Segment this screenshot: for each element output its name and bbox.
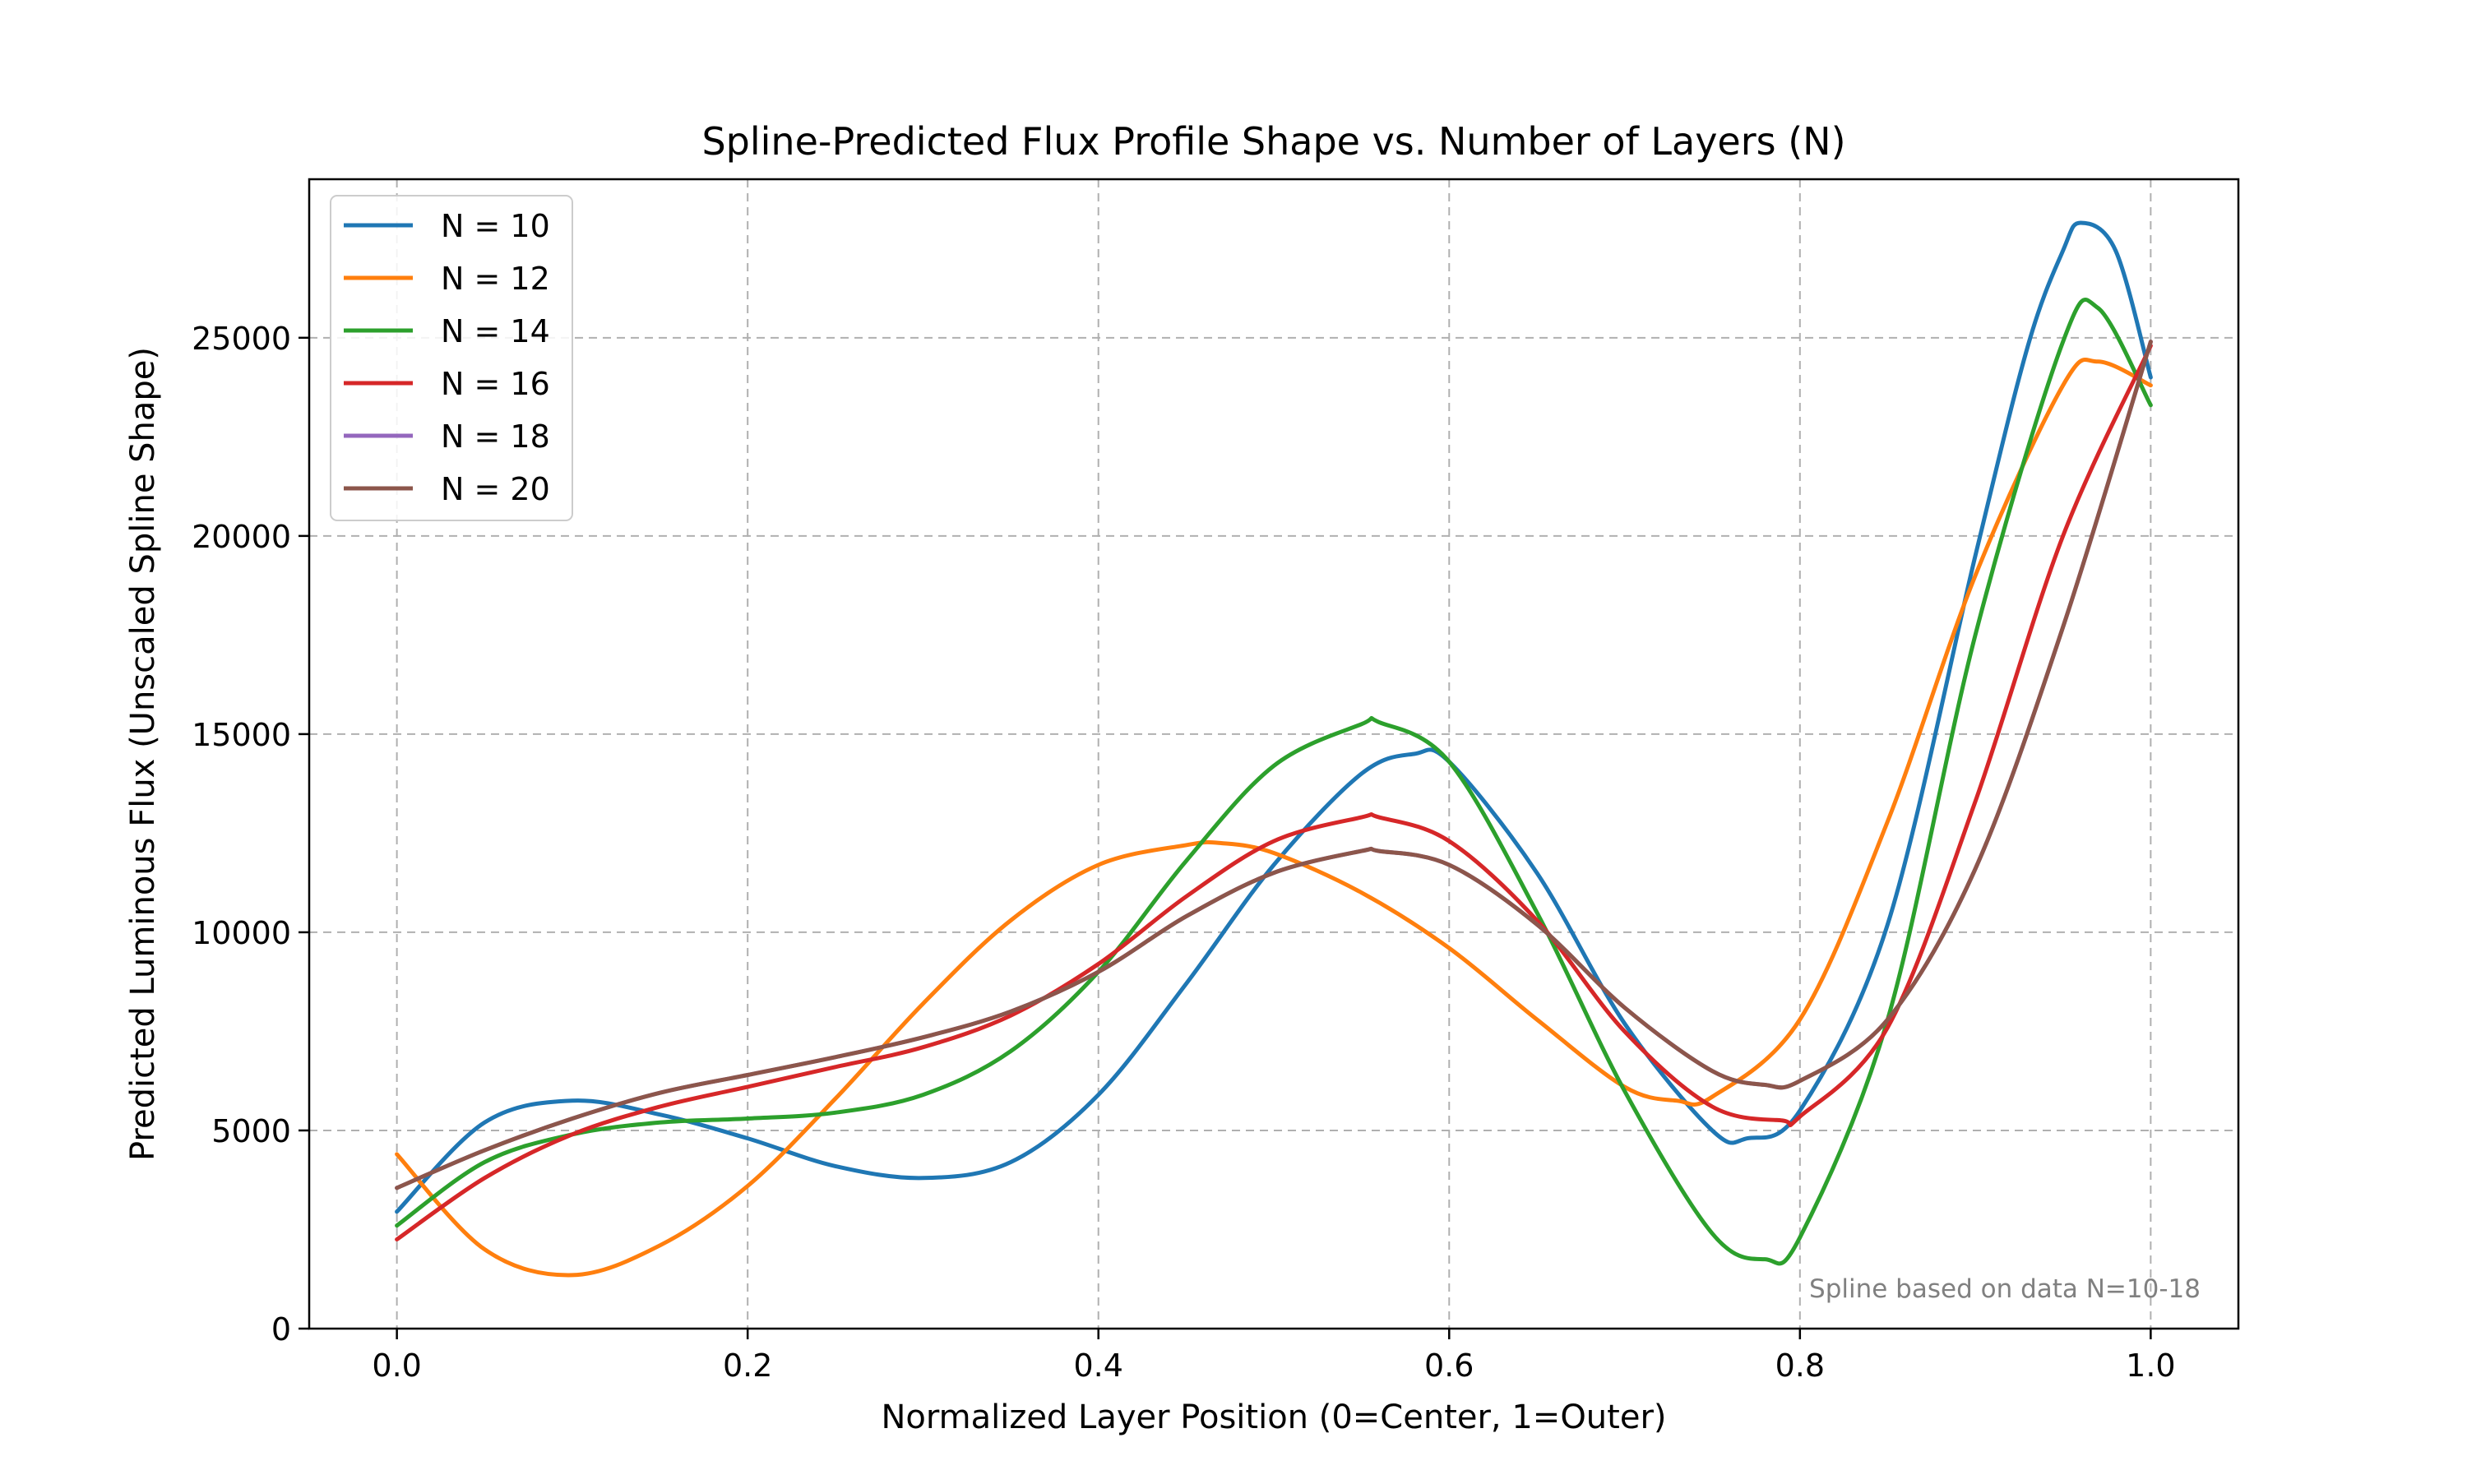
y-tick-label: 0: [271, 1311, 291, 1348]
y-tick-label: 25000: [192, 321, 291, 357]
x-tick-label: 0.0: [372, 1348, 421, 1384]
x-tick-label: 1.0: [2126, 1348, 2175, 1384]
y-tick-label: 10000: [192, 915, 291, 951]
legend-label: N = 14: [441, 313, 550, 349]
data-annotation: Spline based on data N=10-18: [1809, 1274, 2201, 1304]
x-tick-label: 0.6: [1424, 1348, 1474, 1384]
series-lines: [395, 220, 2153, 1278]
legend-label: N = 10: [441, 208, 550, 244]
x-tick-label: 0.4: [1074, 1348, 1123, 1384]
x-axis-label: Normalized Layer Position (0=Center, 1=O…: [881, 1398, 1666, 1436]
y-tick-label: 5000: [211, 1113, 291, 1149]
y-tick-label: 20000: [192, 519, 291, 555]
legend-label: N = 18: [441, 418, 550, 455]
series-line-n-20: [395, 340, 2153, 1190]
series-line-n-16: [395, 344, 2153, 1241]
y-tick-label: 15000: [192, 717, 291, 753]
grid-lines: [309, 179, 2238, 1329]
axis-ticks: 0.0 0.2 0.4 0.6 0.8 1.0 0 5000 10000 15000 20000 25…: [192, 321, 2175, 1384]
legend-label: N = 16: [441, 366, 550, 402]
chart-title: Spline-Predicted Flux Profile Shape vs. …: [701, 119, 1845, 164]
series-line-n-12: [395, 357, 2153, 1278]
legend: N = 10 N = 12 N = 14 N = 16 N = 18 N = 20: [330, 195, 573, 521]
legend-label: N = 12: [441, 261, 550, 297]
y-axis-label: Predicted Luminous Flux (Unscaled Spline…: [124, 347, 162, 1161]
x-tick-label: 0.2: [723, 1348, 772, 1384]
series-line-n-14: [395, 298, 2153, 1266]
plot-frame: [308, 178, 2240, 1330]
legend-label: N = 20: [441, 471, 550, 507]
x-tick-label: 0.8: [1775, 1348, 1825, 1384]
